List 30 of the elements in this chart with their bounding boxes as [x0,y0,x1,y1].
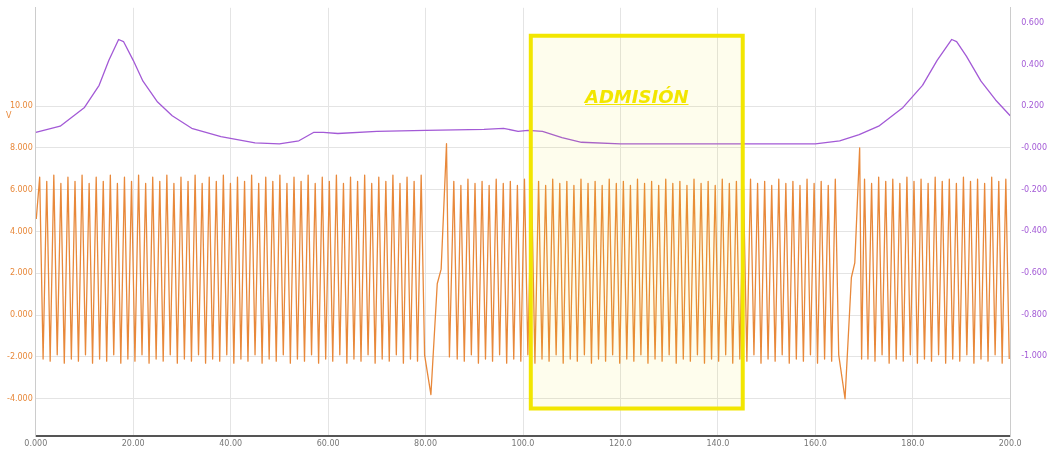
y2-tick-label: -0.000 [1021,142,1048,152]
x-tick-label: 120.0 [608,439,632,449]
y-tick-label: 4.000 [9,226,33,236]
y-tick-label: -2.000 [6,352,33,362]
y-tick-label: 0.000 [9,310,33,320]
x-tick-label: 160.0 [803,439,827,449]
x-tick-label: 100.0 [511,439,535,449]
y-tick-label: 6.000 [9,184,33,194]
x-tick-label: 200.0 [998,439,1022,449]
y-tick-label: 2.000 [9,268,33,278]
y2-tick-label: -0.800 [1021,309,1048,319]
y-tick-label: 10.00 [9,101,33,111]
x-tick-label: 140.0 [706,439,730,449]
x-tick-label: 60.00 [316,439,340,449]
y2-tick-label: 0.200 [1021,101,1045,111]
x-tick-label: 0.000 [24,439,48,449]
y-axis-title: V [6,111,12,121]
y-tick-label: -4.000 [6,393,33,403]
x-tick-label: 80.00 [414,439,438,449]
band-label: ADMISIÓN [584,85,689,108]
y2-tick-label: 0.400 [1021,59,1045,69]
y2-tick-label: 0.600 [1021,17,1045,27]
y2-tick-label: -1.000 [1021,351,1048,361]
x-tick-label: 40.00 [219,439,243,449]
x-tick-label: 20.00 [121,439,145,449]
y2-tick-label: -0.600 [1021,268,1048,278]
y-tick-label: 8.000 [9,142,33,152]
y2-tick-label: -0.400 [1021,226,1048,236]
x-tick-label: 180.0 [901,439,925,449]
y2-tick-label: -0.200 [1021,184,1048,194]
